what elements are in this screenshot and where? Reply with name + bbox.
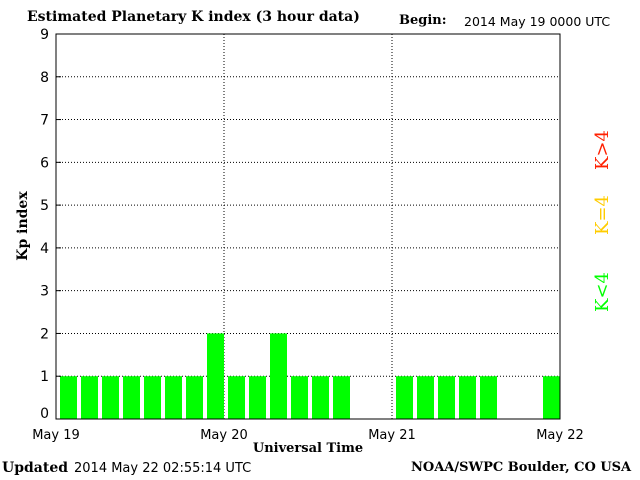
kp-bar-11 bbox=[291, 376, 308, 419]
kp-bar-20 bbox=[480, 376, 497, 419]
y-tick-label-1: 1 bbox=[40, 369, 49, 385]
kp-bar-18 bbox=[438, 376, 455, 419]
kp-bar-17 bbox=[417, 376, 434, 419]
kp-bar-1 bbox=[81, 376, 98, 419]
x-tick-labels: May 19 May 20 May 21 May 22 bbox=[32, 428, 584, 443]
updated-label: Updated bbox=[2, 460, 69, 476]
legend-low: K<4 bbox=[592, 272, 613, 312]
x-tick-label-2: May 21 bbox=[368, 428, 416, 443]
y-tick-label-4: 4 bbox=[40, 241, 49, 257]
x-tick-label-3: May 22 bbox=[536, 428, 584, 443]
bars bbox=[60, 333, 560, 419]
y-axis-label: Kp index bbox=[15, 191, 31, 261]
updated-value: 2014 May 22 02:55:14 UTC bbox=[74, 461, 252, 476]
kp-bar-16 bbox=[396, 376, 413, 419]
y-tick-label-5: 5 bbox=[40, 198, 49, 214]
y-tick-labels: 0 1 2 3 4 5 6 7 8 9 bbox=[40, 27, 61, 422]
kp-bar-23 bbox=[543, 376, 560, 419]
y-tick-label-7: 7 bbox=[40, 113, 49, 129]
kp-bar-7 bbox=[207, 333, 224, 419]
grid-lines bbox=[56, 34, 560, 419]
x-tick-label-0: May 19 bbox=[32, 428, 80, 443]
plot-frame bbox=[55, 33, 561, 420]
chart-title: Estimated Planetary K index (3 hour data… bbox=[27, 9, 360, 25]
kp-bar-19 bbox=[459, 376, 476, 419]
credit-text: NOAA/SWPC Boulder, CO USA bbox=[411, 460, 632, 475]
kp-bar-3 bbox=[123, 376, 140, 419]
kp-bar-5 bbox=[165, 376, 182, 419]
x-axis-label: Universal Time bbox=[253, 441, 363, 456]
kp-bar-12 bbox=[312, 376, 329, 419]
kp-bar-13 bbox=[333, 376, 350, 419]
kp-bar-4 bbox=[144, 376, 161, 419]
kp-bar-2 bbox=[102, 376, 119, 419]
y-tick-label-6: 6 bbox=[40, 155, 49, 171]
kp-bar-9 bbox=[249, 376, 266, 419]
y-tick-label-8: 8 bbox=[40, 70, 49, 86]
x-tick-label-1: May 20 bbox=[200, 428, 248, 443]
kp-bar-8 bbox=[228, 376, 245, 419]
kp-bar-0 bbox=[60, 376, 77, 419]
y-tick-label-0: 0 bbox=[40, 406, 49, 422]
kp-bar-6 bbox=[186, 376, 203, 419]
y-tick-label-9: 9 bbox=[40, 27, 49, 43]
kp-bar-10 bbox=[270, 333, 287, 419]
y-tick-label-2: 2 bbox=[40, 326, 49, 342]
begin-label: Begin: bbox=[399, 13, 447, 28]
legend-high: K>4 bbox=[592, 130, 613, 170]
legend-equal: K=4 bbox=[592, 195, 613, 235]
y-tick-label-3: 3 bbox=[40, 284, 49, 300]
begin-value: 2014 May 19 0000 UTC bbox=[464, 14, 611, 29]
